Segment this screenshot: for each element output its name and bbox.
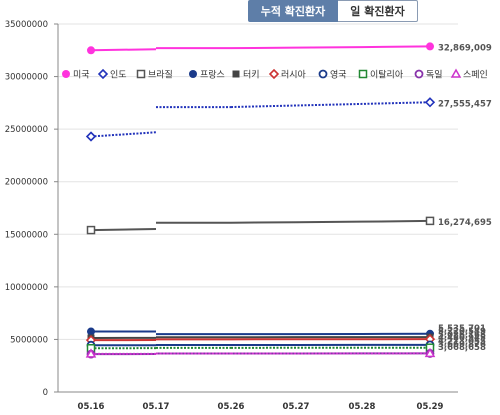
tab-daily-cases[interactable]: 일 확진환자 [338, 0, 418, 22]
series-end-label: 16,274,695 [438, 218, 492, 228]
series-end-label: 27,555,457 [438, 99, 492, 109]
series-line [90, 228, 157, 232]
data-point [414, 69, 424, 79]
y-tick-label: 35000000 [5, 20, 48, 30]
legend-item-label: 독일 [426, 70, 443, 81]
legend-item-label: 브라질 [148, 69, 173, 81]
legend-item-label: 터키 [243, 70, 260, 81]
data-point [86, 225, 96, 235]
x-tick-label: 05.29 [417, 402, 444, 412]
series-line [230, 219, 431, 224]
series-end-label: 32,869,009 [438, 43, 492, 53]
y-tick-label: 30000000 [5, 73, 48, 83]
legend-item-label: 인도 [110, 70, 127, 81]
data-point [87, 46, 95, 55]
end-labels: 32,869,009 27,555,457 16,274,695 5,535,7015… [438, 43, 492, 353]
series-end-label: 3,668,658 [438, 343, 486, 353]
data-point [62, 70, 70, 78]
legend-item-label: 스페인 [463, 70, 488, 81]
y-tick-label: 20000000 [5, 178, 48, 188]
x-tick-label: 05.27 [283, 402, 310, 412]
data-point [85, 131, 97, 142]
data-point [426, 42, 434, 51]
x-tick-label: 05.28 [349, 402, 376, 412]
data-point [358, 69, 368, 79]
series-end-label: 4,480,945 [438, 334, 486, 344]
legend-item-label: 미국 [73, 70, 90, 81]
y-tick-label: 25000000 [5, 125, 48, 135]
y-tick-label: 15000000 [5, 230, 48, 240]
x-tick-label: 05.26 [218, 402, 245, 412]
data-point [318, 69, 328, 79]
y-tick-label: 10000000 [5, 283, 48, 293]
data-point [425, 216, 435, 226]
y-tick-label: 0 [43, 388, 48, 398]
series-end-label: 5,535,701 [438, 324, 486, 334]
legend: 미국 인도 브라질 프랑스 터키 러시아 영국 이탈리아 독일 스페인 [62, 68, 488, 81]
data-point [232, 70, 240, 78]
data-point [189, 70, 197, 78]
series-lines [85, 42, 436, 359]
series-line [230, 45, 431, 50]
data-point [268, 68, 280, 80]
y-tick-label: 5000000 [10, 335, 48, 345]
legend-item-label: 프랑스 [200, 69, 225, 81]
data-point [136, 69, 146, 79]
series-end-label: 4,213,055 [438, 337, 486, 347]
data-point [87, 327, 95, 336]
legend-item-label: 러시아 [281, 70, 307, 81]
series-end-label: 5,220,549 [438, 327, 486, 337]
data-point [424, 97, 436, 108]
x-axis: 05.16 05.17 05.26 05.27 05.28 05.29 [78, 402, 444, 412]
series-line [230, 101, 431, 109]
chart-tabs: 누적 확진환자 일 확진환자 [248, 0, 418, 22]
series-line [90, 48, 157, 52]
legend-item-label: 영국 [330, 70, 347, 81]
data-point [85, 348, 97, 358]
legend-item-label: 이탈리아 [370, 70, 404, 81]
x-tick-label: 05.17 [143, 402, 170, 412]
series-line [90, 131, 157, 138]
data-point [97, 68, 109, 80]
x-tick-label: 05.16 [78, 402, 105, 412]
data-point [450, 68, 462, 78]
series-end-label: 5,026,168 [438, 330, 486, 340]
series-end-label: 3,669,876 [438, 340, 486, 350]
y-axis: 0 5000000 10000000 15000000 20000000 25000000… [5, 20, 59, 398]
tab-cumulative-cases[interactable]: 누적 확진환자 [248, 0, 338, 22]
data-point [424, 347, 436, 358]
